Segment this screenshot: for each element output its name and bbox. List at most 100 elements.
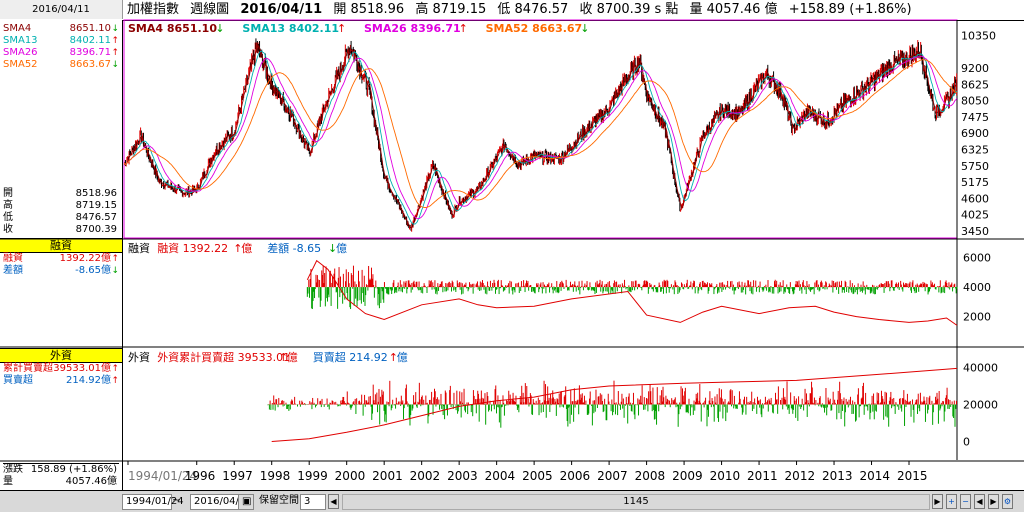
print-icon[interactable]: ▣ <box>238 494 254 510</box>
open-value: 開 8518.96 <box>333 2 405 17</box>
up-arrow-icon: ↑ <box>111 36 119 46</box>
foreign-net-label: 買賣超 <box>3 375 33 386</box>
bottom-toolbar: 1994/01/24 ~ 2016/04/11 ▣ 保留空間 3 ◀ 1145 … <box>0 490 1024 512</box>
margin-label: 融資 <box>3 253 23 264</box>
volume-label: 量 <box>3 476 13 487</box>
current-date: 2016/04/11 <box>0 0 123 19</box>
open-num: 8518.96 <box>75 188 117 199</box>
scrollbar[interactable]: 1145 <box>342 494 930 510</box>
sidebar: SMA4 8651.10 ↓ SMA13 8402.11 ↑ SMA26 839… <box>0 20 123 490</box>
up-arrow-icon: ↑ <box>111 376 119 386</box>
sidebar-foreign-net: 買賣超 214.92億 ↑ <box>3 375 119 387</box>
sidebar-margin-diff: 差額 -8.65億 ↓ <box>3 265 119 277</box>
price-legend-item: SMA52 8663.67 <box>486 22 583 35</box>
sma13-label: SMA13 <box>3 35 38 46</box>
high-num: 8719.15 <box>75 200 117 211</box>
foreign-cumulative-line <box>271 367 958 442</box>
unit-label: 億 <box>397 351 408 364</box>
bar-date: 2016/04/11 <box>240 2 323 17</box>
up-arrow-icon: ↑ <box>111 254 119 264</box>
high-label: 高 <box>3 200 13 211</box>
foreign-legend-item: 外資累計買賣超 39533.01 <box>157 350 290 364</box>
change-label: 漲跌 <box>3 464 23 475</box>
up-arrow-icon: ↑ <box>459 22 468 35</box>
x-tick-label: 2005 <box>522 469 553 483</box>
margin-bars <box>306 265 958 310</box>
x-tick-label: 2014 <box>860 469 891 483</box>
up-arrow-icon: ↑ <box>389 351 398 364</box>
x-tick-label: 2006 <box>560 469 591 483</box>
diff-value: -8.65億 <box>75 265 111 276</box>
down-arrow-icon: ↓ <box>111 266 119 276</box>
price-candles <box>124 38 958 232</box>
symbol-name[interactable]: 加權指數 <box>127 2 180 17</box>
margin-value: 1392.22億 <box>59 253 111 264</box>
sidebar-sma13: SMA13 8402.11 ↑ <box>3 35 119 47</box>
first-page-icon[interactable]: ◀ <box>974 494 985 509</box>
unit-label: 億 <box>287 351 298 364</box>
close-num: 8700.39 <box>75 224 117 235</box>
x-tick-label: 2013 <box>822 469 853 483</box>
sma4-label: SMA4 <box>3 23 32 34</box>
margin-legend-item: 差額 -8.65 <box>267 241 321 255</box>
up-arrow-icon: ↑ <box>279 351 288 364</box>
price-y-tick: 5175 <box>961 176 989 189</box>
down-arrow-icon: ↓ <box>328 242 337 255</box>
price-panel-frame <box>123 19 958 239</box>
price-y-tick: 4025 <box>961 209 989 222</box>
x-tick-label: 1998 <box>260 469 291 483</box>
margin-y-tick: 2000 <box>963 311 991 324</box>
x-tick-label: 1994/01/24 <box>128 469 197 483</box>
price-y-tick: 4600 <box>961 192 989 205</box>
zoom-out-icon[interactable]: − <box>960 494 971 509</box>
start-date-field[interactable]: 1994/01/24 <box>122 494 184 510</box>
up-arrow-icon: ↑ <box>233 242 242 255</box>
foreign-y-tick: 0 <box>963 436 970 449</box>
sidebar-volume: 量 4057.46億 <box>3 476 119 488</box>
change-value: +158.89 (+1.86%) <box>788 2 912 17</box>
x-tick-label: 2010 <box>710 469 741 483</box>
volume-value: 量 4057.46 億 <box>689 2 778 17</box>
x-tick-label: 2015 <box>897 469 928 483</box>
scroll-left-icon[interactable]: ◀ <box>328 494 339 509</box>
settings-icon[interactable]: ⚙ <box>1002 494 1013 509</box>
low-num: 8476.57 <box>75 212 117 223</box>
sma52-value: 8663.67 <box>69 59 111 70</box>
end-date-field[interactable]: 2016/04/11 <box>190 494 252 510</box>
scroll-right-icon[interactable]: ▶ <box>932 494 943 509</box>
close-label: 收 <box>3 224 13 235</box>
x-tick-label: 2000 <box>335 469 366 483</box>
sidebar-sma52: SMA52 8663.67 ↓ <box>3 59 119 71</box>
low-value: 低 8476.57 <box>497 2 569 17</box>
chart-area[interactable]: 10350 9200 8625 8050 7475 6900 6325 5750 5175 460… <box>0 0 1024 490</box>
open-label: 開 <box>3 188 13 199</box>
unit-label: 億 <box>241 242 252 255</box>
reserve-space-input[interactable]: 3 <box>300 494 326 510</box>
sidebar-close: 收 8700.39 <box>3 224 119 236</box>
price-y-tick: 9200 <box>961 62 989 75</box>
bar-count: 1145 <box>623 496 649 507</box>
sidebar-sma4: SMA4 8651.10 ↓ <box>3 23 119 35</box>
foreign-net-value: 214.92億 <box>66 375 111 386</box>
sidebar-margin-balance: 融資 1392.22億 ↑ <box>3 253 119 265</box>
up-arrow-icon: ↑ <box>337 22 346 35</box>
x-tick-label: 2012 <box>785 469 816 483</box>
last-page-icon[interactable]: ▶ <box>988 494 999 509</box>
x-tick-label: 2007 <box>597 469 628 483</box>
foreign-y-tick: 40000 <box>963 362 998 375</box>
zoom-in-icon[interactable]: + <box>946 494 957 509</box>
high-value: 高 8719.15 <box>415 2 487 17</box>
foreign-cum-label: 累計買賣超 <box>3 363 53 374</box>
foreign-legend-item: 外資 <box>128 351 150 364</box>
price-y-tick: 10350 <box>961 30 996 43</box>
sidebar-sma26: SMA26 8396.71 ↑ <box>3 47 119 59</box>
period-label[interactable]: 週線圖 <box>190 2 230 17</box>
date-range-separator: ~ <box>172 495 181 506</box>
title-bar: 2016/04/11 加權指數 週線圖 2016/04/11 開 8518.96… <box>0 0 1024 21</box>
sidebar-foreign-cum: 累計買賣超 39533.01億 ↑ <box>3 363 119 375</box>
down-arrow-icon: ↓ <box>580 22 589 35</box>
sidebar-high: 高 8719.15 <box>3 200 119 212</box>
change-num: 158.89 (+1.86%) <box>30 464 117 475</box>
price-y-tick: 6325 <box>961 144 989 157</box>
